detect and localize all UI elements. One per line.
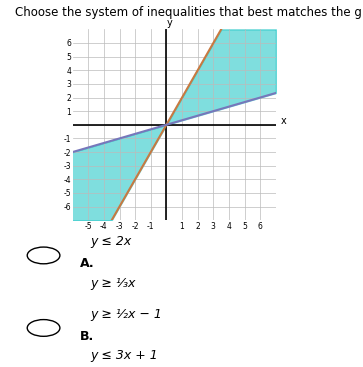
Text: y ≤ 3x + 1: y ≤ 3x + 1 bbox=[91, 349, 159, 362]
Text: Choose the system of inequalities that best matches the graph below.: Choose the system of inequalities that b… bbox=[15, 6, 363, 18]
Text: A.: A. bbox=[80, 257, 94, 270]
Text: y ≥ ¹⁄₂x − 1: y ≥ ¹⁄₂x − 1 bbox=[91, 308, 163, 320]
Text: B.: B. bbox=[80, 330, 94, 343]
Text: y ≥ ¹⁄₃x: y ≥ ¹⁄₃x bbox=[91, 277, 136, 290]
Text: x: x bbox=[281, 116, 286, 126]
Text: y ≤ 2x: y ≤ 2x bbox=[91, 235, 132, 248]
Text: y: y bbox=[167, 18, 172, 28]
